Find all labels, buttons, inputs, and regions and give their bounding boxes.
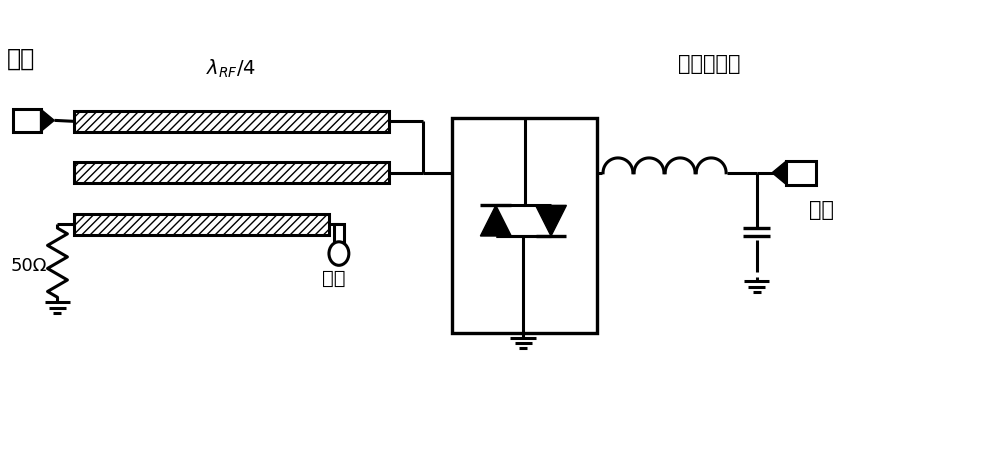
Polygon shape xyxy=(480,205,511,236)
Polygon shape xyxy=(772,161,786,185)
Polygon shape xyxy=(41,109,54,132)
Text: 低通滤波器: 低通滤波器 xyxy=(678,54,740,74)
Bar xyxy=(786,161,816,185)
Bar xyxy=(74,214,329,235)
Text: 射频: 射频 xyxy=(7,47,35,71)
Bar xyxy=(74,111,389,132)
Bar xyxy=(74,162,389,183)
Polygon shape xyxy=(536,205,566,236)
Text: 中频: 中频 xyxy=(809,200,834,220)
Bar xyxy=(452,118,597,333)
Text: 本振: 本振 xyxy=(322,269,346,288)
Ellipse shape xyxy=(329,242,349,265)
Text: $\lambda_{RF}/4$: $\lambda_{RF}/4$ xyxy=(206,58,257,80)
Bar xyxy=(334,224,344,242)
Text: 50Ω: 50Ω xyxy=(11,257,47,275)
Bar xyxy=(13,109,41,132)
